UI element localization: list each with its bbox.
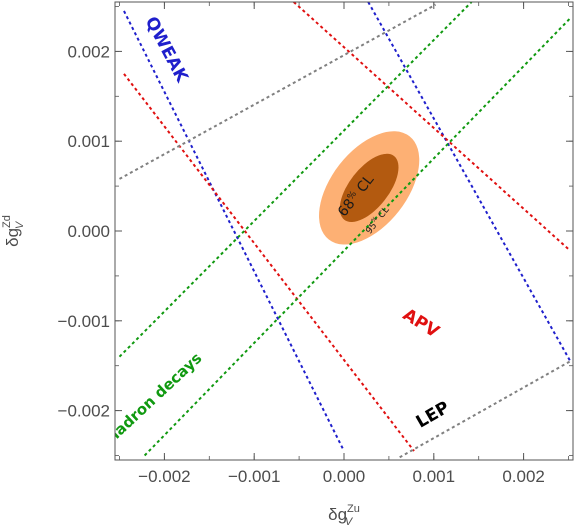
qweak-line-1 — [123, 10, 345, 452]
apv-line-2 — [293, 2, 571, 252]
lep-line-2 — [399, 360, 571, 459]
x-tick-label: −0.002 — [138, 467, 190, 486]
apv-line-1 — [123, 73, 415, 452]
band-label-qweak: QWEAK — [141, 13, 192, 86]
hadron-decays-line-1 — [118, 2, 473, 358]
x-axis-label: δgZu V — [328, 503, 360, 528]
band-label-hadron-decays: hadron decays — [103, 349, 206, 446]
y-tick-label: −0.002 — [58, 402, 110, 421]
x-tick-label: 0.002 — [502, 467, 545, 486]
x-tick-label: 0.000 — [323, 467, 366, 486]
x-tick-label: −0.001 — [228, 467, 280, 486]
y-tick-label: −0.001 — [58, 312, 110, 331]
y-tick-label: 0.000 — [67, 222, 110, 241]
qweak-line-2 — [367, 2, 572, 362]
band-label-lep: LEP — [413, 398, 453, 433]
ellipse-68cl — [339, 153, 399, 222]
y-axis-label: δgZdV — [1, 215, 26, 247]
band-label-apv: APV — [399, 305, 443, 343]
hadron-decays-line-2 — [143, 17, 572, 457]
y-tick-label: 0.001 — [67, 132, 110, 151]
x-tick-label: 0.001 — [413, 467, 456, 486]
y-tick-label: 0.002 — [67, 42, 110, 61]
lep-line-1 — [119, 3, 437, 180]
